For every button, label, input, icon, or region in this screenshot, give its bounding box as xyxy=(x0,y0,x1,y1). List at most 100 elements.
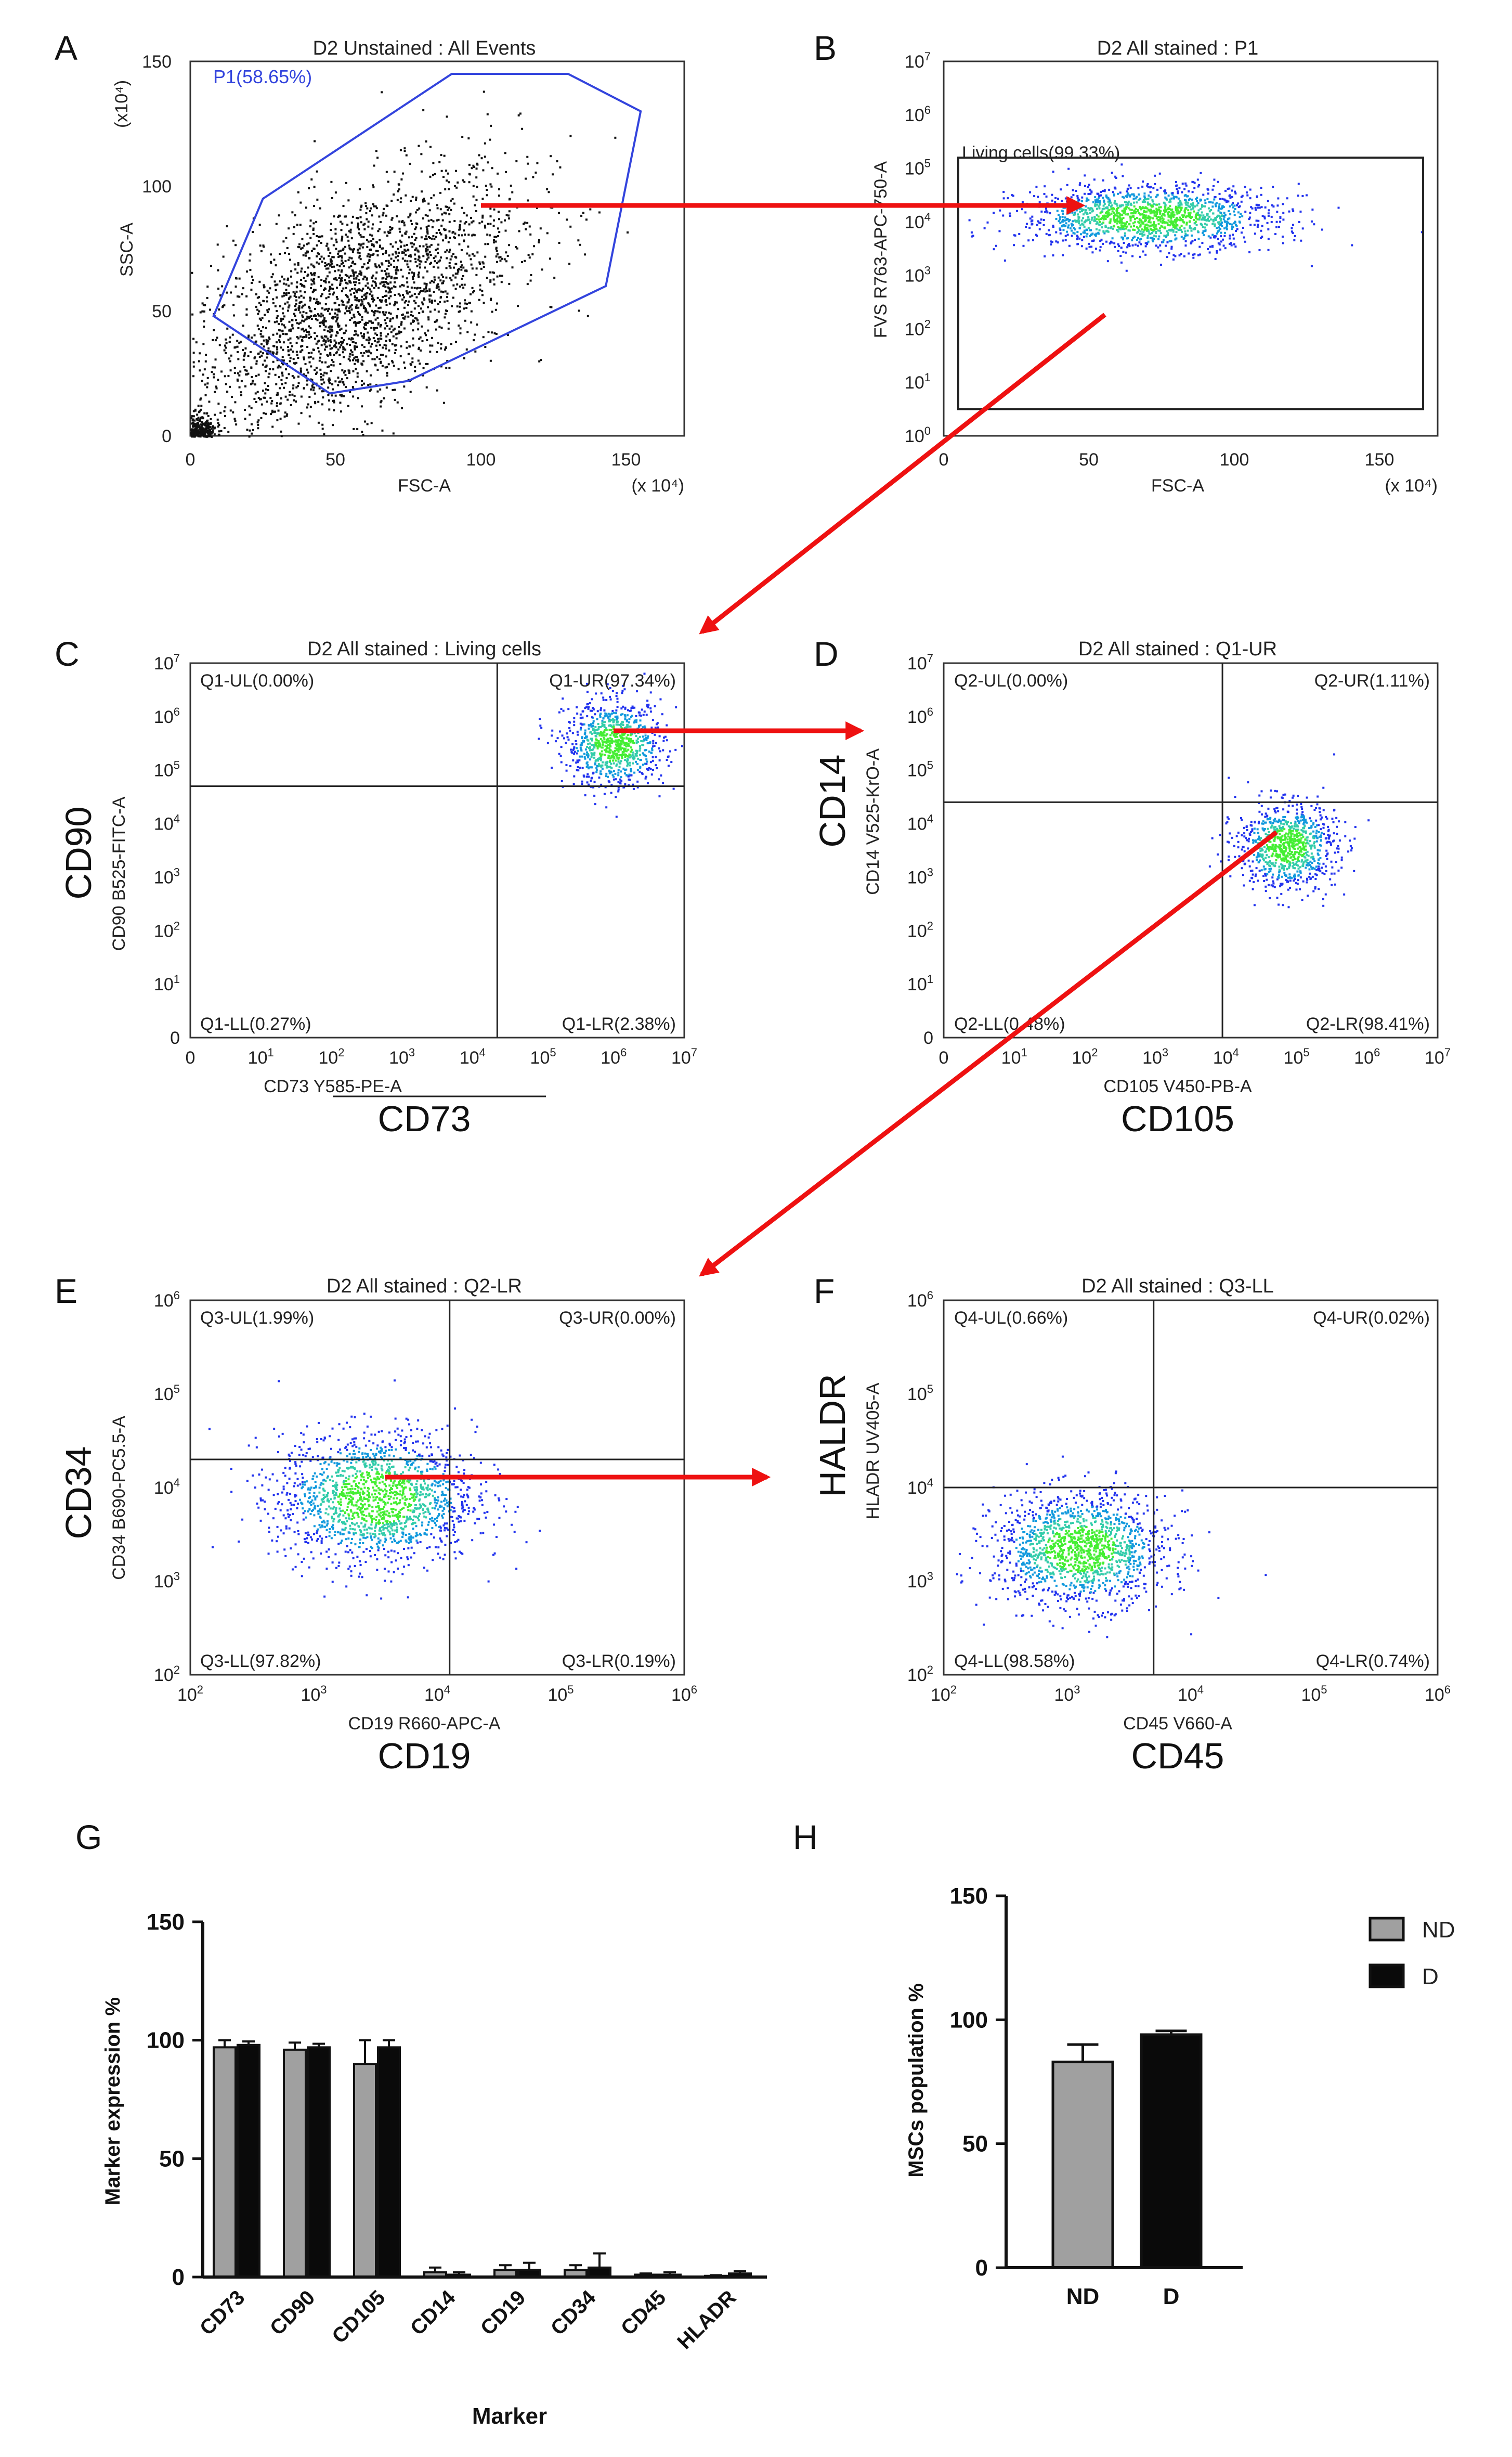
event-dot xyxy=(1185,223,1188,226)
event-dot xyxy=(360,332,362,334)
event-dot xyxy=(329,344,331,347)
event-dot xyxy=(340,270,343,273)
event-dot xyxy=(229,369,232,372)
event-dot xyxy=(1152,230,1155,232)
event-dot xyxy=(1230,242,1232,244)
event-dot xyxy=(479,284,481,287)
event-dot xyxy=(263,339,265,342)
event-dot xyxy=(357,334,359,337)
event-dot xyxy=(313,266,316,268)
event-dot xyxy=(1116,214,1118,217)
event-dot xyxy=(190,422,193,425)
event-dot xyxy=(204,383,206,386)
event-dot xyxy=(1145,229,1148,231)
event-dot xyxy=(507,214,510,217)
event-dot xyxy=(304,363,307,365)
event-dot xyxy=(202,428,204,431)
event-dot xyxy=(426,339,428,341)
event-dot xyxy=(349,289,351,292)
event-dot xyxy=(346,377,348,380)
event-dot xyxy=(465,214,468,217)
event-dot xyxy=(399,149,402,151)
event-dot xyxy=(295,290,298,293)
event-dot xyxy=(621,684,624,687)
event-dot xyxy=(387,273,390,275)
event-dot xyxy=(425,386,428,389)
event-dot xyxy=(1094,196,1097,199)
event-dot xyxy=(1192,204,1195,206)
event-dot xyxy=(399,201,402,203)
event-dot xyxy=(426,289,428,292)
event-dot xyxy=(1233,243,1235,245)
event-dot xyxy=(486,194,488,197)
event-dot xyxy=(597,763,600,766)
event-dot xyxy=(398,330,400,333)
event-dot xyxy=(379,266,381,268)
event-dot xyxy=(1239,221,1241,224)
event-dot xyxy=(1120,218,1123,221)
event-dot xyxy=(1045,232,1048,235)
event-dot xyxy=(471,167,473,170)
living-cells-gate-label: Living cells(99.33%) xyxy=(962,143,1120,163)
event-dot xyxy=(1188,213,1190,216)
event-dot xyxy=(335,238,337,241)
event-dot xyxy=(1116,210,1118,212)
event-dot xyxy=(369,305,371,307)
event-dot xyxy=(359,216,362,218)
event-dot xyxy=(457,270,460,273)
event-dot xyxy=(358,299,360,302)
event-dot xyxy=(1139,230,1142,233)
event-dot xyxy=(553,276,556,279)
event-dot xyxy=(1281,235,1284,238)
event-dot xyxy=(446,179,448,182)
event-dot xyxy=(328,365,331,368)
event-dot xyxy=(368,260,371,263)
event-dot xyxy=(379,311,381,314)
event-dot xyxy=(337,308,340,311)
event-dot xyxy=(610,792,612,794)
event-dot xyxy=(1068,212,1071,214)
event-dot xyxy=(327,386,330,389)
event-dot xyxy=(302,328,304,330)
event-dot xyxy=(337,342,340,345)
event-dot xyxy=(1102,230,1105,233)
event-dot xyxy=(1263,215,1266,218)
event-dot xyxy=(1150,204,1152,207)
event-dot xyxy=(333,345,335,347)
event-dot xyxy=(1096,208,1098,210)
event-dot xyxy=(1076,213,1079,216)
event-dot xyxy=(550,155,552,158)
event-dot xyxy=(473,166,476,169)
event-dot xyxy=(282,363,284,366)
event-dot xyxy=(289,391,291,393)
event-dot xyxy=(1172,224,1175,226)
event-dot xyxy=(246,429,249,431)
event-dot xyxy=(496,250,498,252)
event-dot xyxy=(323,287,326,290)
event-dot xyxy=(377,340,380,343)
event-dot xyxy=(1219,219,1222,222)
event-dot xyxy=(1279,221,1282,223)
event-dot xyxy=(604,786,607,788)
event-dot xyxy=(375,150,377,152)
event-dot xyxy=(1118,245,1120,248)
event-dot xyxy=(208,434,211,436)
event-dot xyxy=(281,307,284,310)
event-dot xyxy=(269,350,271,353)
event-dot xyxy=(615,816,618,818)
event-dot xyxy=(1240,196,1243,198)
event-dot xyxy=(464,269,466,272)
event-dot xyxy=(1125,206,1127,209)
event-dot xyxy=(1102,242,1104,245)
event-dot xyxy=(608,750,610,753)
event-dot xyxy=(1125,201,1128,203)
event-dot xyxy=(435,236,437,238)
event-dot xyxy=(369,210,372,212)
event-dot xyxy=(351,251,354,253)
event-dot xyxy=(427,225,430,227)
event-dot xyxy=(482,169,485,172)
event-dot xyxy=(289,258,291,261)
event-dot xyxy=(1276,211,1279,213)
event-dot xyxy=(327,338,329,340)
event-dot xyxy=(301,345,304,347)
